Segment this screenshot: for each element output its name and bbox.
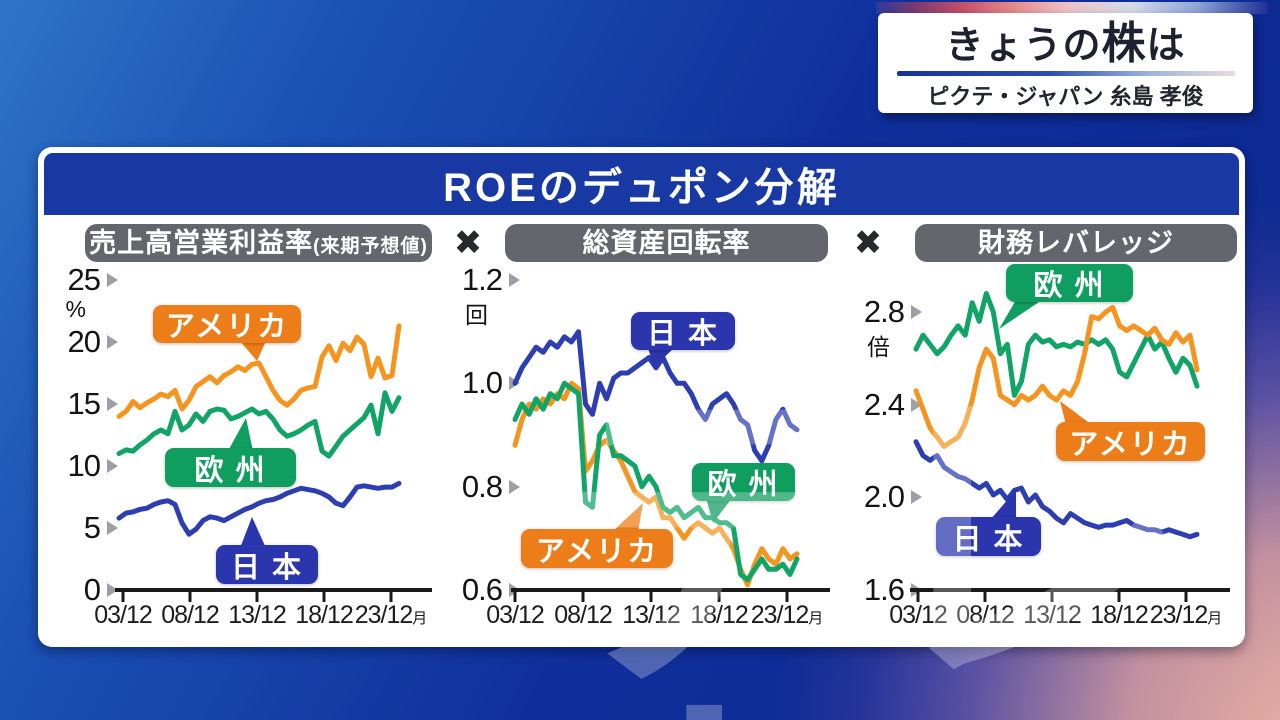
panel-title: ROEのデュポン分解	[44, 153, 1239, 215]
factor-chip-asset-turnover: 総資産回転率	[505, 224, 828, 262]
multiply-icon: ✖	[453, 224, 483, 262]
program-presenter: ピクテ・ジャパン 糸島 孝俊	[927, 83, 1204, 109]
program-title: きょうの株は	[945, 19, 1186, 68]
factor-chip-financial-leverage: 財務レバレッジ	[915, 224, 1237, 262]
chart-panel	[38, 147, 1245, 647]
factor-chip-label: 総資産回転率	[582, 228, 751, 258]
program-badge: きょうの株は ピクテ・ジャパン 糸島 孝俊	[878, 13, 1253, 113]
factor-chip-sublabel: (来期予想値)	[313, 236, 428, 257]
program-title-underline	[896, 70, 1235, 76]
multiply-icon: ✖	[853, 224, 883, 262]
factor-chip-operating-margin: 売上高営業利益率 (来期予想値)	[85, 224, 432, 262]
factor-chip-label: 売上高営業利益率	[89, 228, 314, 258]
factor-chip-label: 財務レバレッジ	[978, 228, 1174, 258]
